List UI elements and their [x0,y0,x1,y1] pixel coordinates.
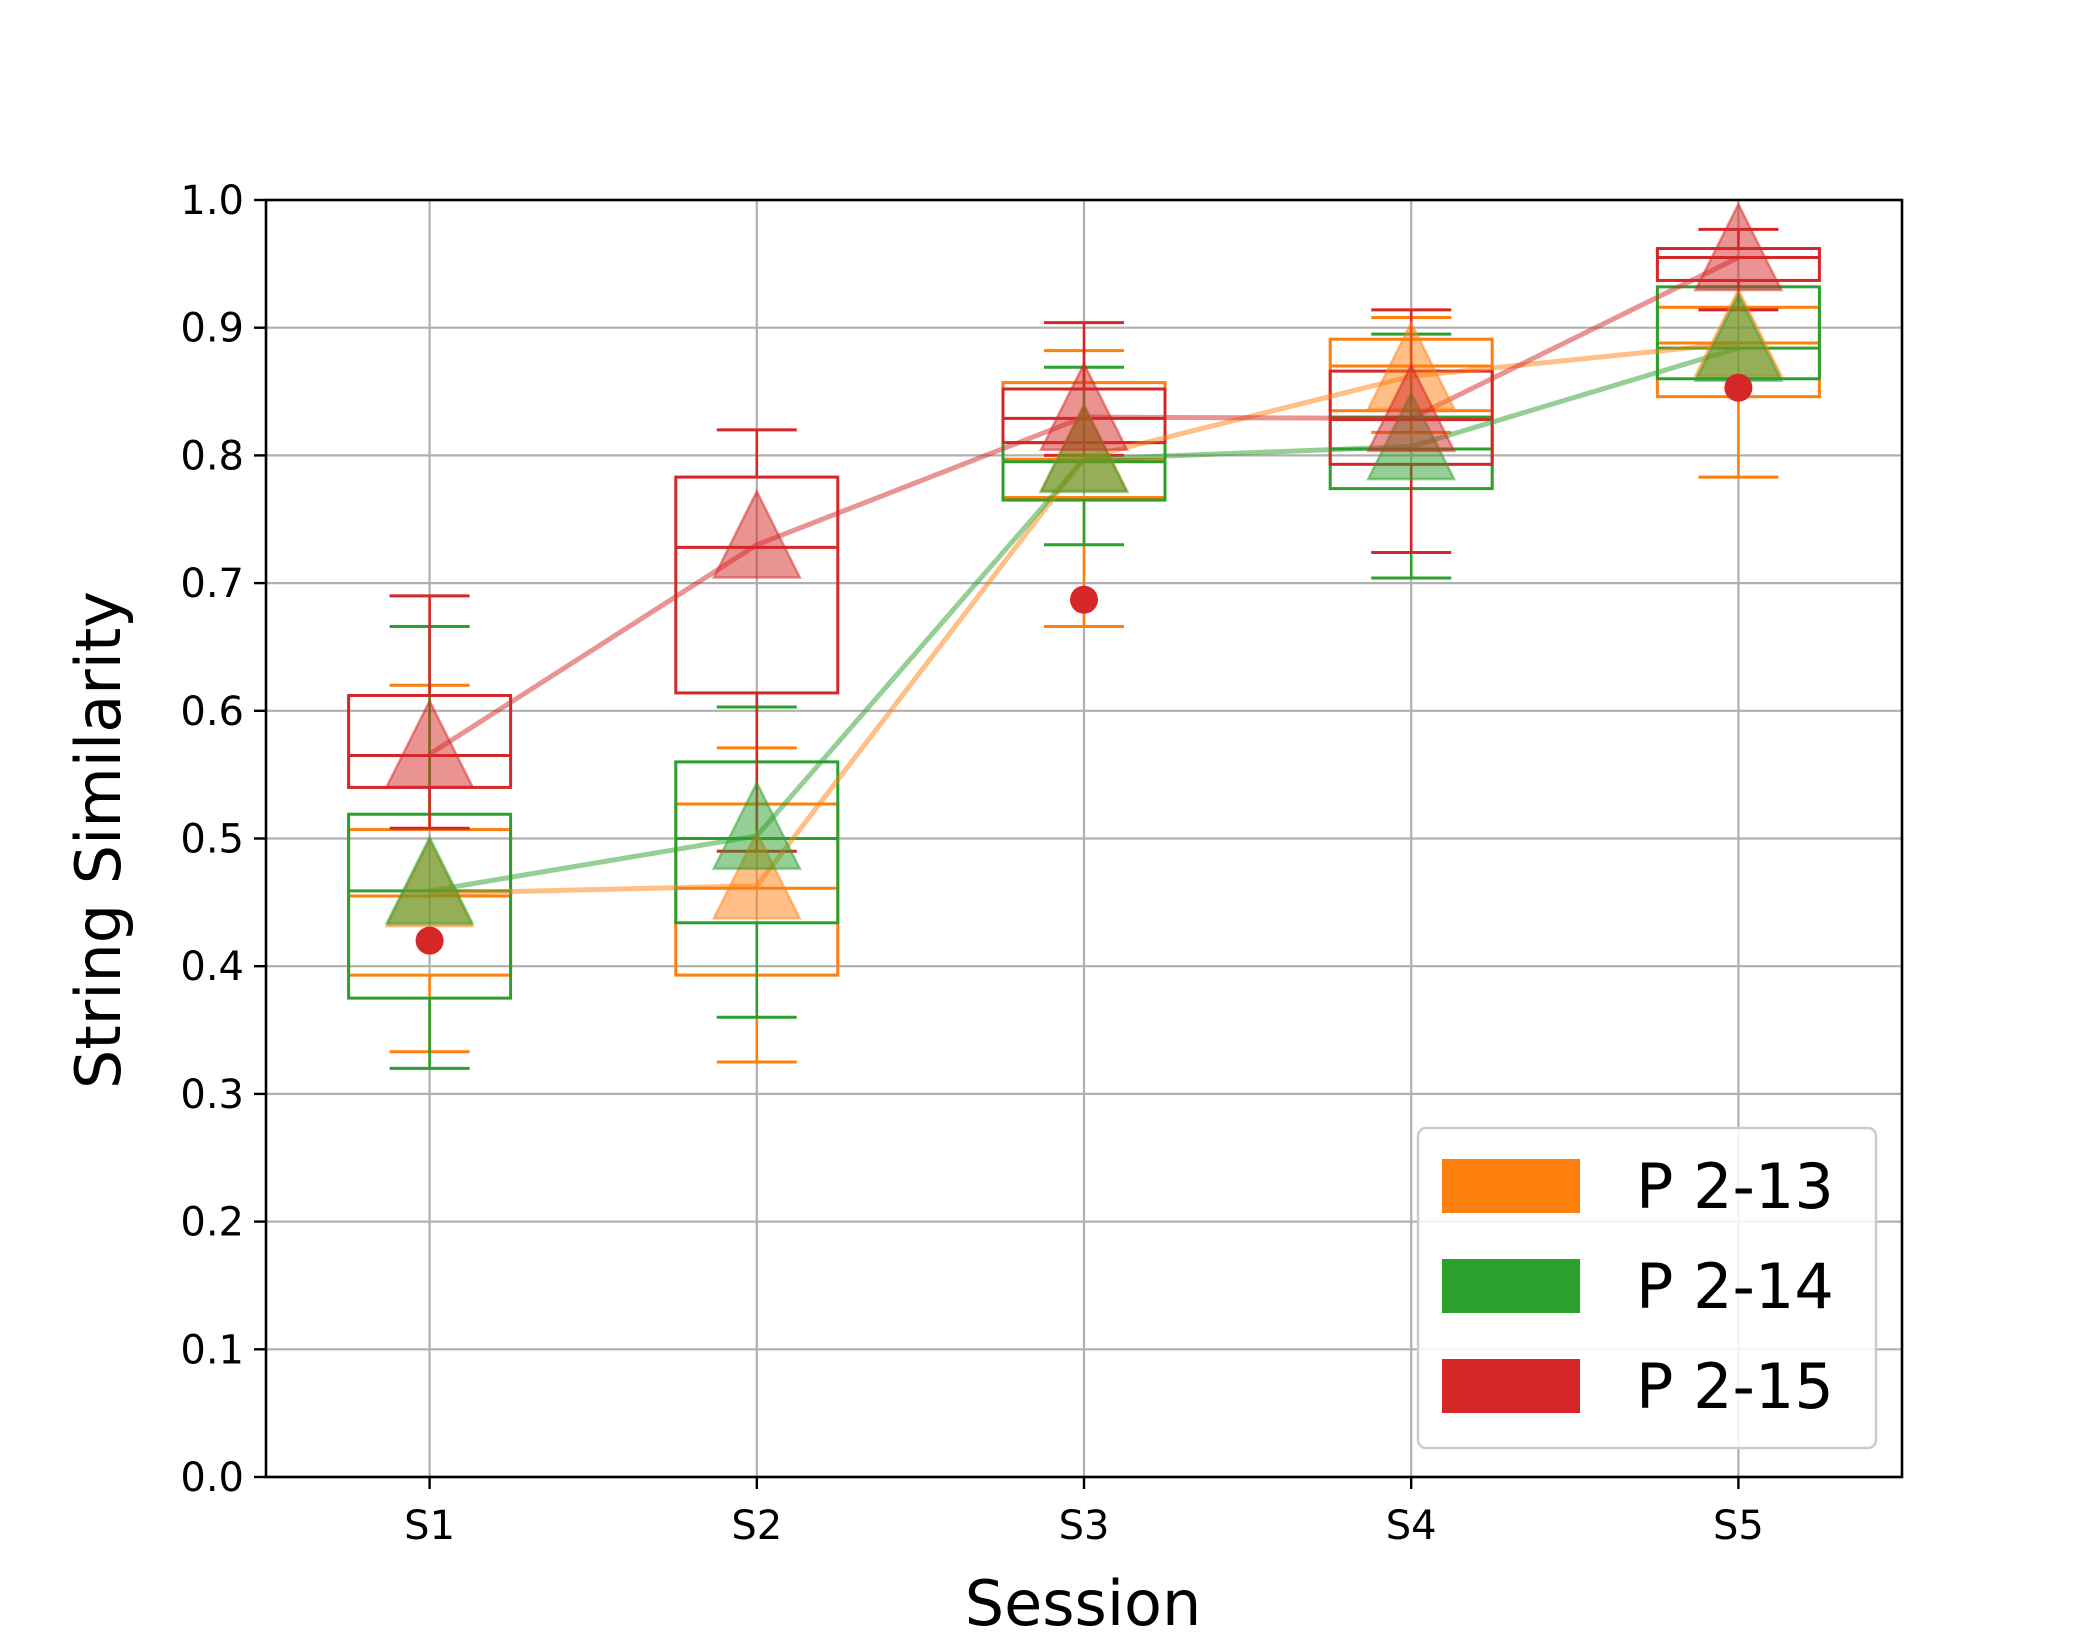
x-tick-label: S3 [1059,1503,1110,1549]
x-tick-label: S2 [731,1503,782,1549]
mean-marker [384,834,475,925]
legend-swatch [1442,1259,1580,1313]
mean-marker [1693,201,1784,292]
outlier-point [415,926,444,955]
y-tick-label: 0.6 [180,689,244,735]
x-tick-label: S4 [1386,1503,1437,1549]
y-tick-label: 0.1 [180,1327,244,1373]
y-tick-label: 0.8 [180,433,244,479]
legend-label: P 2-15 [1636,1350,1834,1423]
mean-marker [711,779,802,870]
y-tick-label: 0.0 [180,1455,244,1501]
y-tick-label: 0.4 [180,944,244,990]
y-axis-title: String Similarity [62,591,135,1089]
legend-swatch [1442,1159,1580,1213]
axis-ticks: 0.0 0.1 0.2 0.3 0.4 0.5 0.6 0.7 0.8 0.9 1.0 S1 S2 S3 S… [180,178,1763,1549]
legend-label: P 2-13 [1636,1150,1834,1223]
legend-label: P 2-14 [1636,1250,1834,1323]
box-body [674,475,840,695]
x-axis-title: Session [965,1567,1202,1640]
mean-marker [1038,360,1130,452]
legend: P 2-13 P 2-14 P 2-15 [1416,1126,1878,1450]
y-tick-label: 0.2 [180,1200,244,1246]
y-tick-label: 0.9 [180,306,244,352]
outlier-point [1070,585,1098,614]
x-tick-label: S5 [1713,1503,1764,1549]
y-tick-label: 1.0 [180,178,244,224]
outlier-point [1724,373,1753,402]
mean-marker [384,698,475,789]
y-tick-label: 0.5 [180,817,244,863]
mean-marker [711,829,802,920]
y-tick-label: 0.3 [180,1072,244,1118]
mean-marker [1366,362,1457,453]
y-tick-label: 0.7 [180,561,244,607]
x-tick-label: S1 [404,1503,455,1549]
mean-marker [711,488,802,579]
legend-swatch [1442,1359,1580,1413]
mean-lines [384,201,1784,955]
